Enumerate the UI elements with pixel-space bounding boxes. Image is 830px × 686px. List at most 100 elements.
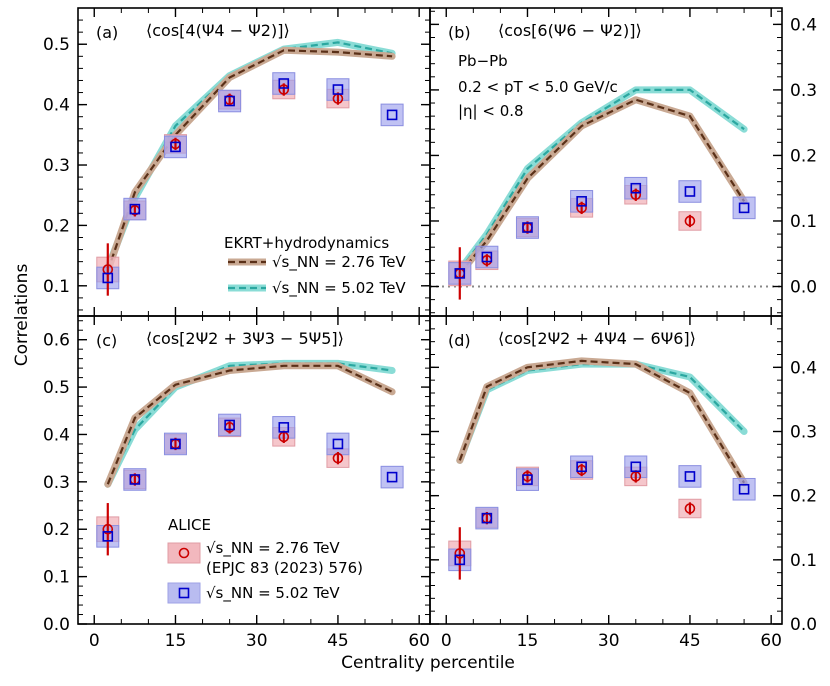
alice-502-point (224, 419, 235, 431)
alice-502-syst (380, 465, 404, 489)
alice-502-point (481, 251, 493, 263)
panel-title: ⟨cos[2Ψ2 + 3Ψ3 − 5Ψ5]⟩ (146, 329, 344, 348)
y-tick-label: 0.4 (790, 15, 817, 35)
model-276-line (106, 364, 393, 485)
alice-276-point (630, 189, 642, 201)
alice-502-point (454, 554, 466, 566)
panel-a: 0.1 0.2 0.3 0.4 0.5 (a) ⟨cos[4(Ψ4 − Ψ2)]⟩ (43, 7, 431, 317)
alice-502-point (522, 222, 533, 233)
y-tick-label: 0.3 (43, 156, 70, 176)
alice-502-syst (732, 196, 756, 220)
x-tick-label: 45 (327, 631, 349, 651)
x-tick-label: 15 (517, 631, 539, 651)
y-tick-label: 0.2 (790, 146, 817, 166)
alice-502-point (386, 109, 398, 121)
alice-502-syst (326, 432, 350, 456)
y-tick-label: 0.3 (43, 473, 70, 493)
panel-c: 0.0 0.1 0.2 0.3 0.4 0.5 0.6 0 15 30 45 60 (c) ⟨cos[2Ψ… (43, 315, 431, 651)
y-tick-label: 0.3 (790, 81, 817, 101)
x-axis-title: Centrality percentile (341, 653, 515, 673)
info-pt: 0.2 < pT < 5.0 GeV/c (458, 78, 618, 96)
y-tick-label: 0.0 (43, 615, 70, 635)
x-tick-label: 45 (679, 631, 701, 651)
panel-b: 0.0 0.1 0.2 0.3 0.4 (b) ⟨cos[6(Ψ6 − Ψ2)]⟩ (429, 7, 817, 317)
alice-502-point (332, 84, 344, 95)
model-legend-label-276: √s_NN = 2.76 TeV (272, 253, 406, 272)
y-tick-label: 0.2 (790, 487, 817, 507)
y-tick-label: 0.1 (790, 212, 817, 232)
y-tick-label: 0.2 (43, 520, 70, 540)
info-system: Pb−Pb (458, 52, 508, 70)
model-legend-title: EKRT+hydrodynamics (224, 234, 389, 252)
alice-502-point (630, 461, 642, 473)
alice-276-point (332, 452, 344, 464)
alice-276-point (576, 202, 587, 214)
alice-502-point (224, 95, 235, 107)
model-legend: EKRT+hydrodynamics √s_NN = 2.76 TeV √s_N… (224, 234, 406, 298)
model-276-band (104, 362, 396, 488)
x-tick-label: 0 (441, 631, 452, 651)
alice-legend-label-ref: (EPJC 83 (2023) 576) (206, 559, 363, 577)
y-tick-label: 0.4 (790, 358, 817, 378)
y-tick-label: 0.1 (790, 551, 817, 571)
y-tick-label: 0.5 (43, 378, 70, 398)
alice-legend-title: ALICE (168, 516, 211, 534)
alice-502-point (386, 471, 398, 483)
x-tick-label: 30 (246, 631, 268, 651)
alice-502-point (738, 483, 750, 495)
alice-502-point (102, 531, 114, 542)
alice-276-point (278, 84, 290, 95)
model-502-band (104, 359, 396, 488)
alice-502-point (332, 438, 344, 450)
model-276-line (458, 359, 746, 484)
y-tick-label: 0.6 (43, 331, 70, 351)
y-tick-label: 0.5 (43, 35, 70, 55)
panel-title: ⟨cos[4(Ψ4 − Ψ2)]⟩ (146, 21, 290, 40)
alice-502-point (576, 461, 587, 473)
y-tick-label: 0.0 (790, 278, 817, 298)
model-276-band (456, 357, 748, 487)
alice-502-point (170, 438, 181, 450)
alice-502-point (481, 512, 493, 524)
alice-276-point (454, 548, 466, 559)
y-tick-label: 0.3 (790, 423, 817, 443)
kinematics-info: Pb−Pb 0.2 < pT < 5.0 GeV/c |η| < 0.8 (458, 52, 618, 120)
y-tick-label: 0.0 (790, 615, 817, 635)
model-276-line (458, 98, 746, 275)
alice-276-point (684, 503, 696, 514)
alice-502-point (102, 272, 114, 284)
y-tick-label: 0.4 (43, 96, 70, 116)
info-eta: |η| < 0.8 (458, 102, 524, 120)
alice-502-point (522, 474, 533, 485)
alice-502-point (170, 141, 181, 153)
y-tick-label: 0.1 (43, 568, 70, 588)
model-legend-label-502: √s_NN = 5.02 TeV (272, 279, 406, 298)
y-axis-title: Correlations (12, 264, 32, 367)
alice-502-point (129, 474, 141, 485)
alice-legend: ALICE √s_NN = 2.76 TeV (EPJC 83 (2023) 5… (167, 516, 363, 604)
y-tick-label: 0.4 (43, 425, 70, 445)
x-tick-label: 60 (760, 631, 782, 651)
x-tick-label: 60 (408, 631, 430, 651)
alice-legend-entry-276: √s_NN = 2.76 TeV (EPJC 83 (2023) 576) (167, 539, 363, 577)
alice-legend-label-502: √s_NN = 5.02 TeV (206, 584, 340, 603)
alice-276-point (102, 523, 114, 535)
panel-d: 0.0 0.1 0.2 0.3 0.4 0 15 30 45 60 (d) ⟨cos[2Ψ2 + 4Ψ… (429, 315, 817, 651)
model-276-band (456, 96, 748, 277)
alice-502-point (684, 471, 696, 482)
model-276-line (106, 49, 393, 272)
alice-502-point (129, 203, 141, 215)
alice-502-syst (732, 477, 756, 501)
model-502-line (106, 362, 393, 485)
panel-label: (a) (96, 23, 118, 42)
alice-502-point (278, 422, 290, 433)
alice-502-point (738, 202, 750, 214)
y-tick-label: 0.1 (43, 277, 70, 297)
x-tick-label: 0 (89, 631, 100, 651)
model-legend-entry-502: √s_NN = 5.02 TeV (228, 279, 406, 298)
alice-legend-entry-502: √s_NN = 5.02 TeV (167, 582, 340, 604)
model-legend-entry-276: √s_NN = 2.76 TeV (228, 253, 406, 272)
alice-legend-label-276: √s_NN = 2.76 TeV (206, 539, 340, 558)
alice-502-point (576, 196, 587, 207)
